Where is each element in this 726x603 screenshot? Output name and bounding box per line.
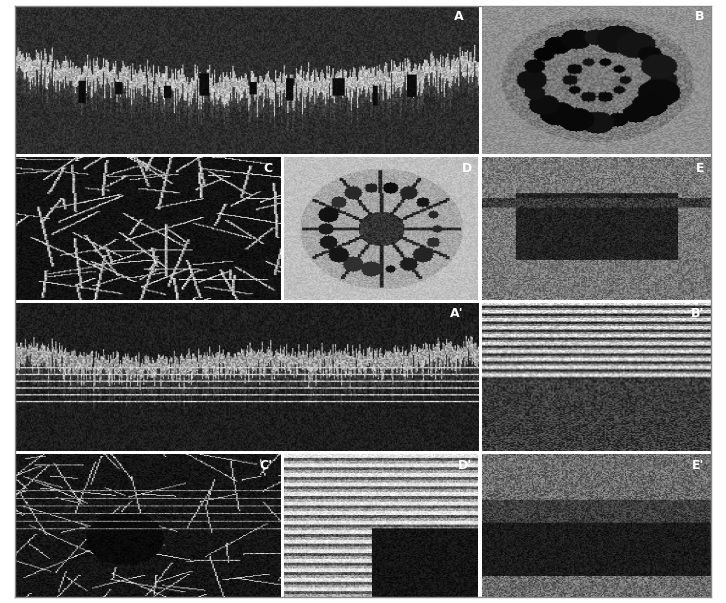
Text: A: A [454, 10, 464, 24]
Text: B: B [695, 10, 705, 24]
Text: B': B' [691, 308, 705, 320]
Text: D: D [462, 162, 472, 175]
Text: D': D' [458, 459, 472, 472]
Text: A': A' [450, 308, 464, 320]
Text: E': E' [692, 459, 705, 472]
Text: C: C [264, 162, 272, 175]
Text: E: E [696, 162, 705, 175]
Text: C': C' [259, 459, 272, 472]
